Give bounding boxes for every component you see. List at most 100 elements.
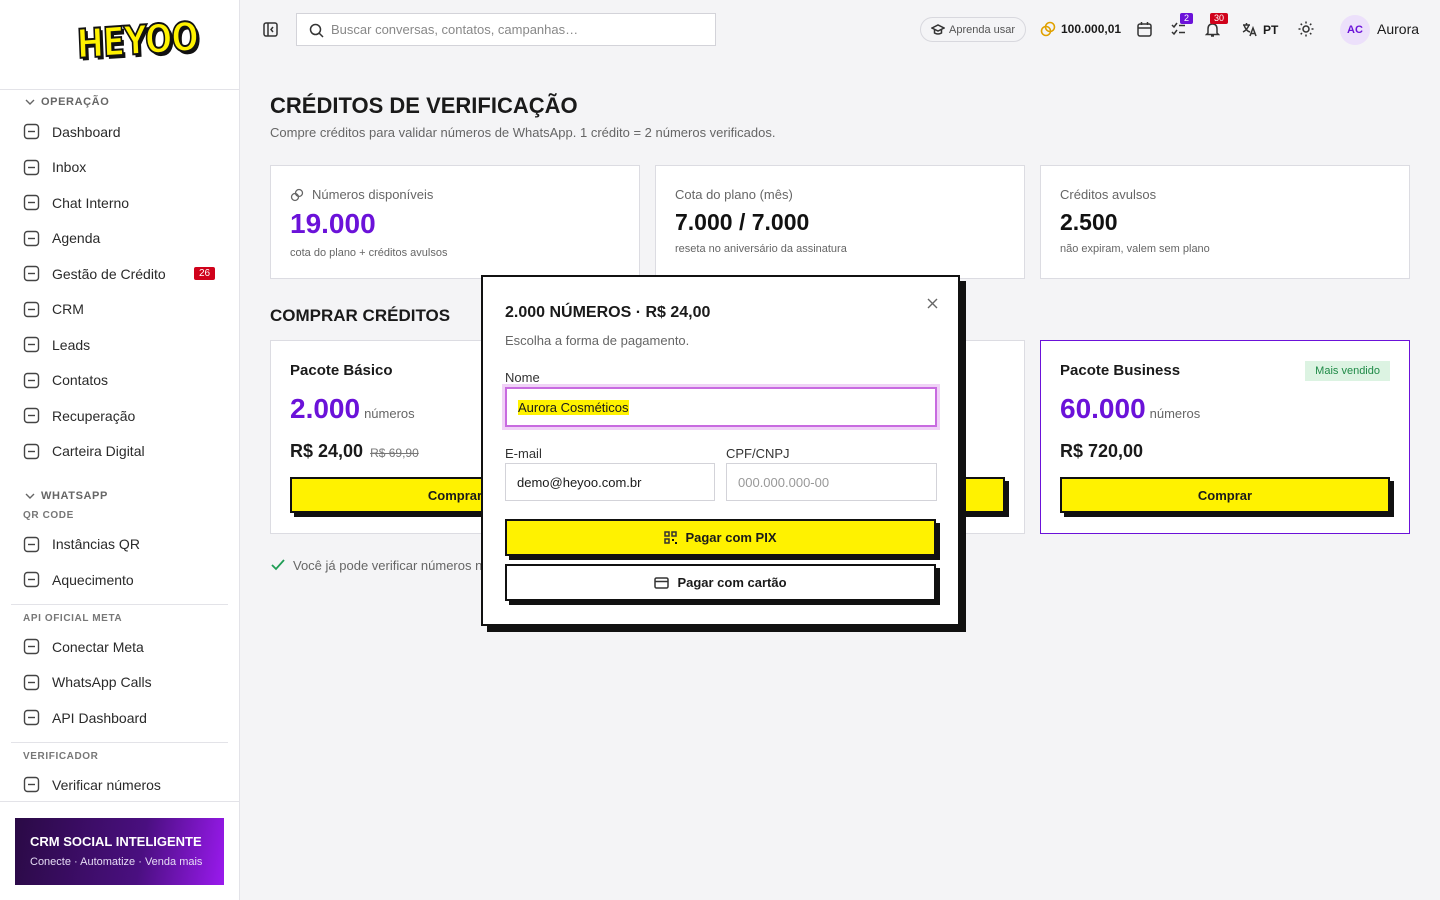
nav-icon — [23, 638, 40, 655]
nav-item[interactable]: Dashboard — [0, 114, 239, 149]
document-input[interactable]: 000.000.000-00 — [726, 463, 937, 501]
nav-item[interactable]: CRM — [0, 292, 239, 327]
name-input[interactable]: Aurora Cosméticos — [505, 387, 937, 427]
package-price-row: R$ 720,00 — [1060, 441, 1143, 462]
nav-label: WhatsApp Calls — [52, 674, 152, 690]
chevron — [25, 493, 35, 499]
nav-item[interactable]: Gestão de Crédito 26 — [0, 256, 239, 291]
field-label: E-mail — [505, 446, 542, 461]
input-placeholder: 000.000.000-00 — [738, 474, 830, 490]
check-icon — [271, 559, 285, 571]
nav-icon — [23, 443, 40, 459]
nav-icon — [23, 230, 40, 246]
nav-label: Leads — [52, 336, 91, 353]
nav-item[interactable]: WhatsApp Calls — [0, 665, 239, 700]
section-header[interactable]: WHATSAPP — [41, 490, 108, 502]
nav-label: Dashboard — [52, 123, 121, 140]
nav-item[interactable]: Inbox — [0, 150, 239, 185]
nav-item[interactable]: Conectar Meta — [0, 629, 239, 664]
divider — [11, 741, 228, 743]
nav-item[interactable]: Chat Interno — [0, 185, 239, 220]
nav-icon — [23, 674, 40, 690]
nav-item[interactable]: Carteira Digital — [0, 434, 239, 469]
nav-label: Contatos — [52, 372, 109, 388]
group-title: QR CODE — [23, 510, 74, 521]
nav-label: Gestão de Crédito — [52, 265, 166, 282]
pix-button[interactable]: Pagar com PIX — [505, 519, 936, 556]
section-header[interactable]: OPERAÇÃO — [41, 96, 110, 108]
stat-value: 19.000 — [290, 208, 376, 239]
package-amount-row: 60.000 números — [1060, 393, 1200, 425]
nav-item[interactable]: Contatos — [0, 363, 239, 398]
user-name[interactable]: Aurora — [1377, 21, 1420, 37]
nav-label: Inbox — [52, 159, 87, 175]
nav-item[interactable]: Instâncias QR — [0, 527, 239, 562]
avatar[interactable]: AC — [1340, 15, 1370, 45]
nav-label: CRM — [52, 301, 84, 317]
promo-banner[interactable]: CRM SOCIAL INTELIGENTE Conecte · Automat… — [15, 818, 224, 885]
card-icon — [654, 576, 670, 589]
nav-icon — [23, 536, 40, 552]
stat-card: Cota do plano (mês) 7.000 / 7.000 reseta n… — [655, 165, 1025, 279]
modal-subtitle: Escolha a forma de pagamento. — [505, 333, 690, 348]
stat-note: reseta no aniversário da assinatura — [675, 243, 847, 255]
package-card: Pacote Business Mais vendido 60.000 números… — [1040, 340, 1410, 534]
nav: OPERAÇÃO Dashboard Inbox Chat Interno Agenda… — [0, 90, 239, 802]
field-label: CPF/CNPJ — [726, 446, 790, 461]
nav-badge: 26 — [194, 267, 216, 280]
tasks-badge: 2 — [1180, 13, 1194, 24]
nav-label: Conectar Meta — [52, 638, 144, 655]
bell-icon[interactable] — [1205, 22, 1220, 37]
nav-item[interactable]: API Dashboard — [0, 700, 239, 735]
learn-label: Aprenda usar — [949, 23, 1016, 36]
chevron — [25, 99, 35, 105]
stat-label: Créditos avulsos — [1060, 187, 1157, 202]
tasks-icon[interactable] — [1171, 22, 1186, 37]
nav-label: Verificar números — [52, 776, 161, 793]
package-price-row: R$ 24,00 R$ 69,90 — [290, 441, 419, 462]
notice: Você já pode verificar números na — [293, 558, 490, 573]
stat-value: 2.500 — [1060, 209, 1118, 235]
nav-icon — [23, 709, 40, 726]
nav-item[interactable]: Recuperação — [0, 398, 239, 433]
card-button[interactable]: Pagar com cartão — [505, 564, 936, 601]
package-price: R$ 720,00 — [1060, 441, 1144, 461]
nav-item[interactable]: Leads — [0, 327, 239, 362]
search-icon — [309, 23, 324, 38]
nav-item[interactable]: Verificar números — [0, 767, 239, 801]
email-input[interactable]: demo@heyoo.com.br — [505, 463, 715, 501]
package-amount-row: 2.000 números — [290, 393, 415, 425]
translate-icon[interactable] — [1242, 22, 1257, 37]
stat-value: 7.000 / 7.000 — [675, 209, 810, 235]
package-amount: 60.000 — [1060, 393, 1146, 424]
theme-icon[interactable] — [1298, 21, 1314, 37]
collapse-icon[interactable] — [263, 22, 278, 37]
search-input[interactable]: Buscar conversas, contatos, campanhas… — [296, 13, 716, 46]
input-value: demo@heyoo.com.br — [517, 474, 642, 490]
logo[interactable]: HEYOO — [75, 13, 200, 69]
page-title: CRÉDITOS DE VERIFICAÇÃO — [270, 93, 578, 118]
divider — [0, 89, 239, 90]
learn-button[interactable]: Aprenda usar — [920, 17, 1026, 42]
nav-item[interactable]: Agenda — [0, 221, 239, 256]
payment-modal: 2.000 NÚMEROS · R$ 24,00 Escolha a forma… — [481, 275, 960, 626]
balance[interactable]: 100.000,01 — [1061, 22, 1122, 36]
nav-label: Recuperação — [52, 407, 136, 424]
calendar-icon[interactable] — [1137, 22, 1152, 37]
package-amount: 2.000 — [290, 393, 361, 424]
nav-icon — [23, 336, 40, 353]
close-button[interactable] — [927, 298, 938, 309]
promo-subtitle: Conecte · Automatize · Venda mais — [30, 856, 203, 868]
package-name: Pacote Business — [1060, 362, 1181, 379]
nav-item[interactable]: Aquecimento — [0, 562, 239, 597]
nav-icon — [23, 301, 40, 317]
package-price: R$ 24,00 — [290, 441, 364, 461]
language[interactable]: PT — [1263, 23, 1279, 37]
package-unit: números — [364, 406, 415, 421]
nav-label: Carteira Digital — [52, 443, 145, 459]
button-label: Pagar com cartão — [677, 575, 787, 590]
buy-button[interactable]: Comprar — [1060, 477, 1390, 513]
nav-icon — [23, 372, 40, 388]
